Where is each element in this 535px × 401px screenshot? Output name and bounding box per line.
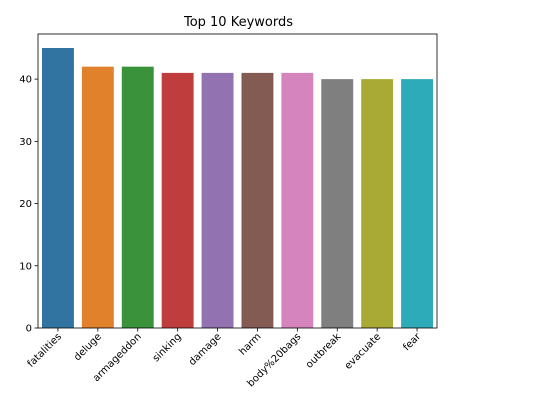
x-tick-label: harm <box>237 331 263 357</box>
y-tick-label: 30 <box>19 137 32 148</box>
y-axis: 0 10 20 30 40 <box>19 75 38 335</box>
y-tick-label: 10 <box>19 261 32 272</box>
bars-group <box>41 48 434 329</box>
x-tick-label: evacuate <box>343 331 383 371</box>
x-tick-label: fear <box>401 331 423 353</box>
bar-5 <box>241 72 274 328</box>
bar-3 <box>161 72 194 328</box>
bar-8 <box>361 79 394 328</box>
y-tick-label: 20 <box>19 199 32 210</box>
chart-title: Top 10 Keywords <box>183 15 293 30</box>
x-tick-label: deluge <box>72 331 104 363</box>
bar-0 <box>41 48 74 328</box>
y-tick-label: 40 <box>19 75 32 86</box>
bar-4 <box>201 72 234 328</box>
x-tick-label: sinking <box>151 331 184 364</box>
bar-1 <box>81 66 114 329</box>
plot-frame <box>37 33 438 329</box>
x-tick-label: fatalities <box>26 331 64 369</box>
y-tick-label: 0 <box>26 324 32 335</box>
x-tick-label: damage <box>187 331 224 368</box>
bar-2 <box>121 66 154 329</box>
bar-6 <box>281 72 314 328</box>
bar-7 <box>321 79 354 328</box>
x-tick-label: outbreak <box>304 331 344 371</box>
bar-9 <box>401 79 434 328</box>
